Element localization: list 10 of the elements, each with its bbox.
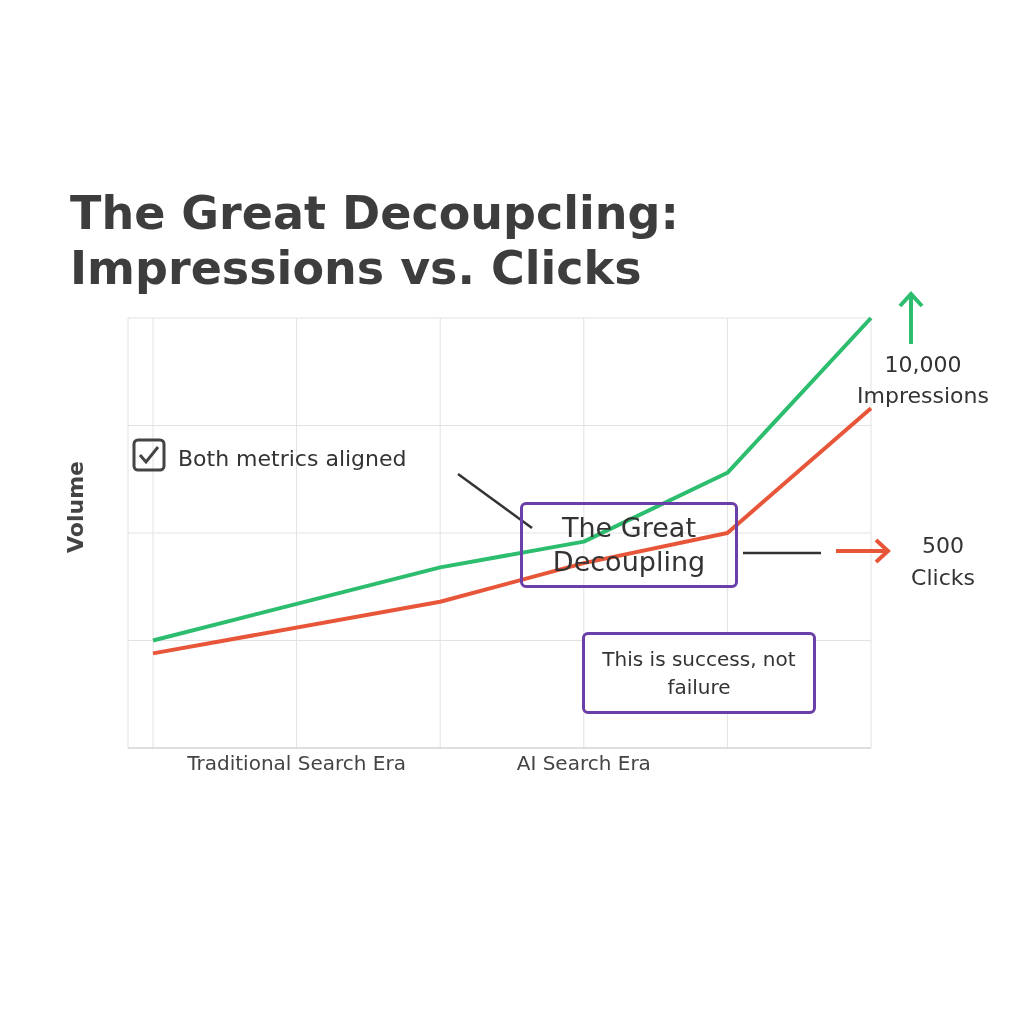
x-tick-label: Traditional Search Era <box>186 751 406 776</box>
text: 10,000 <box>884 352 962 377</box>
annotation: This is success, not failure <box>582 632 816 714</box>
text: Clicks <box>911 564 975 590</box>
text: 500 <box>922 533 964 558</box>
series-label: Impressions <box>857 382 989 408</box>
annotation: Both metrics aligned <box>178 446 407 471</box>
x-tick-label: AI Search Era <box>516 751 651 776</box>
y-axis-title: Volume <box>63 461 88 553</box>
chart-title: The Great Decoupcling: Impressions vs. Clicks <box>70 186 679 297</box>
